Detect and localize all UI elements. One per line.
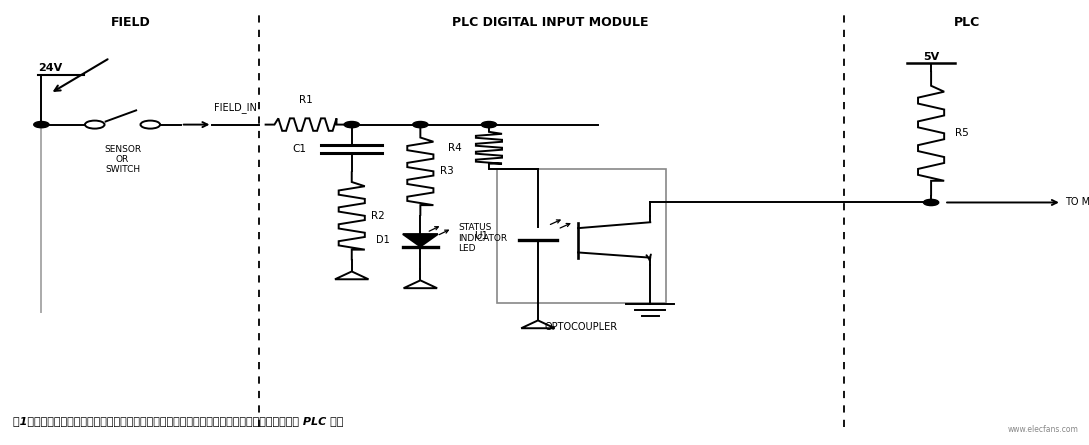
Text: OPTOCOUPLER: OPTOCOUPLER	[544, 322, 619, 332]
Text: U1: U1	[475, 231, 488, 241]
Bar	[497, 169, 666, 303]
Text: 5V: 5V	[923, 53, 939, 62]
Text: D1: D1	[376, 235, 390, 245]
Text: R4: R4	[448, 143, 462, 153]
Text: R5: R5	[955, 128, 969, 138]
Text: www.elecfans.com: www.elecfans.com	[1007, 425, 1078, 434]
Circle shape	[413, 121, 428, 128]
Text: C1: C1	[292, 144, 306, 154]
Polygon shape	[519, 227, 556, 240]
Text: 24V: 24V	[38, 64, 62, 73]
Circle shape	[344, 121, 359, 128]
Text: PLC DIGITAL INPUT MODULE: PLC DIGITAL INPUT MODULE	[452, 16, 648, 29]
Text: SENSOR
OR
SWITCH: SENSOR OR SWITCH	[103, 145, 142, 174]
Text: FIELD_IN: FIELD_IN	[213, 102, 257, 113]
Circle shape	[34, 121, 49, 128]
Text: TO MICROCONTROLLER: TO MICROCONTROLLER	[1065, 198, 1089, 207]
Text: FIELD: FIELD	[111, 16, 150, 29]
Text: R2: R2	[371, 211, 386, 221]
Text: PLC: PLC	[954, 16, 980, 29]
Text: R3: R3	[440, 166, 454, 176]
Text: R1: R1	[298, 95, 313, 105]
Polygon shape	[403, 234, 438, 247]
Text: STATUS
INDICATOR
LED: STATUS INDICATOR LED	[458, 223, 507, 253]
Text: 图1：传统工业传感器监测系统原理图，其中电阻分压器和光耦用于监测和检测传感器输出至系统 PLC 的信: 图1：传统工业传感器监测系统原理图，其中电阻分压器和光耦用于监测和检测传感器输出…	[13, 416, 343, 425]
Circle shape	[481, 121, 497, 128]
Circle shape	[923, 199, 939, 206]
